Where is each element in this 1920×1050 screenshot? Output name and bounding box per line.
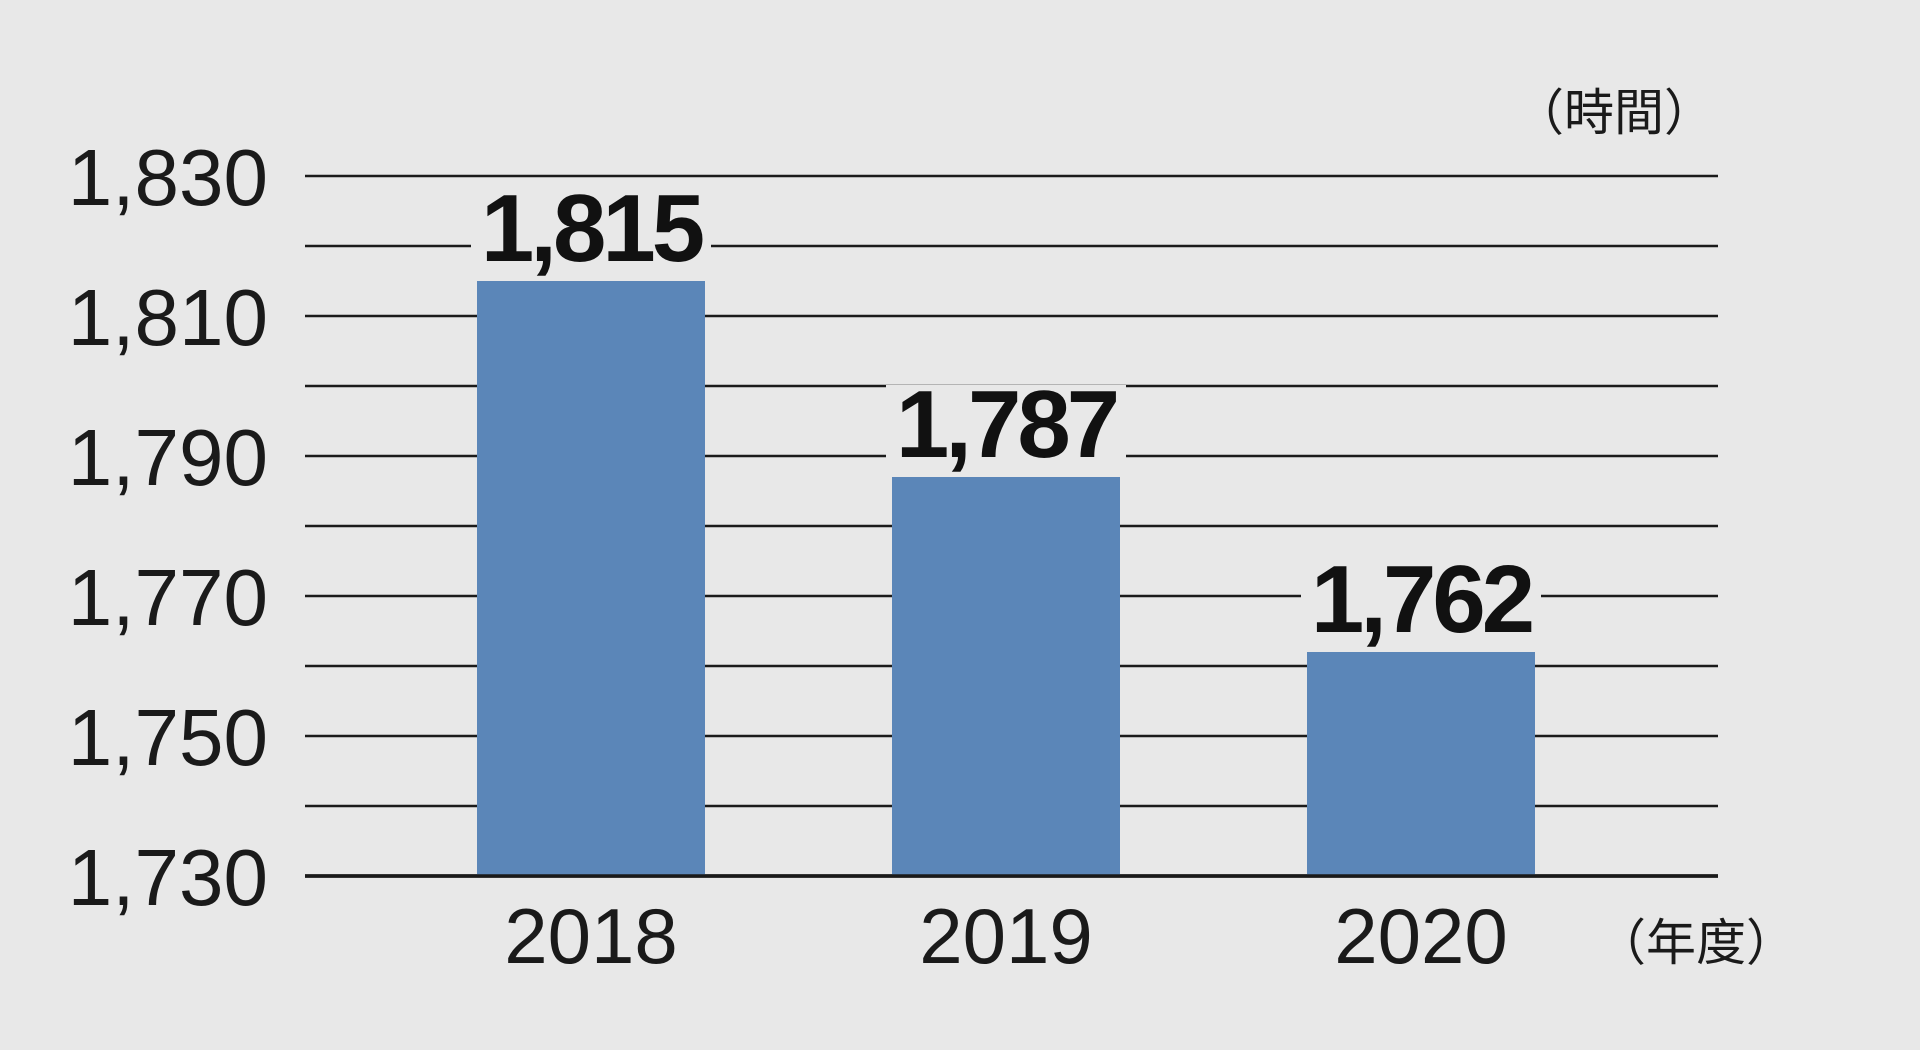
- x-axis-unit-label: （年度）: [1596, 914, 1796, 972]
- y-tick-label: 1,790: [68, 413, 268, 502]
- value-label-2019: 1,787: [896, 371, 1117, 478]
- bar-2018: [477, 281, 705, 876]
- y-tick-label: 1,730: [68, 833, 268, 922]
- x-tick-label-2018: 2018: [504, 892, 678, 980]
- bar-2019: [892, 477, 1120, 876]
- bar-2020: [1307, 652, 1535, 876]
- bars: [305, 281, 1718, 878]
- value-label-backdrop: [1301, 560, 1541, 638]
- value-labels: 1,815 1,787 1,762: [471, 175, 1541, 653]
- value-label-2018: 1,815: [481, 175, 703, 282]
- y-tick-label: 1,750: [68, 693, 268, 782]
- y-tick-label: 1,830: [68, 133, 268, 222]
- y-tick-label: 1,770: [68, 553, 268, 642]
- x-axis-tick-labels: 2018 2019 2020: [504, 892, 1508, 980]
- x-tick-label-2020: 2020: [1334, 892, 1508, 980]
- value-label-backdrop: [886, 385, 1126, 463]
- value-label-2020: 1,762: [1311, 546, 1532, 653]
- y-tick-label: 1,810: [68, 273, 268, 362]
- x-tick-label-2019: 2019: [919, 892, 1093, 980]
- value-label-backdrop: [471, 189, 711, 267]
- y-axis-unit-label: （時間）: [1514, 84, 1714, 142]
- y-axis-tick-labels: 1,730 1,750 1,770 1,790 1,810 1,830: [68, 133, 268, 922]
